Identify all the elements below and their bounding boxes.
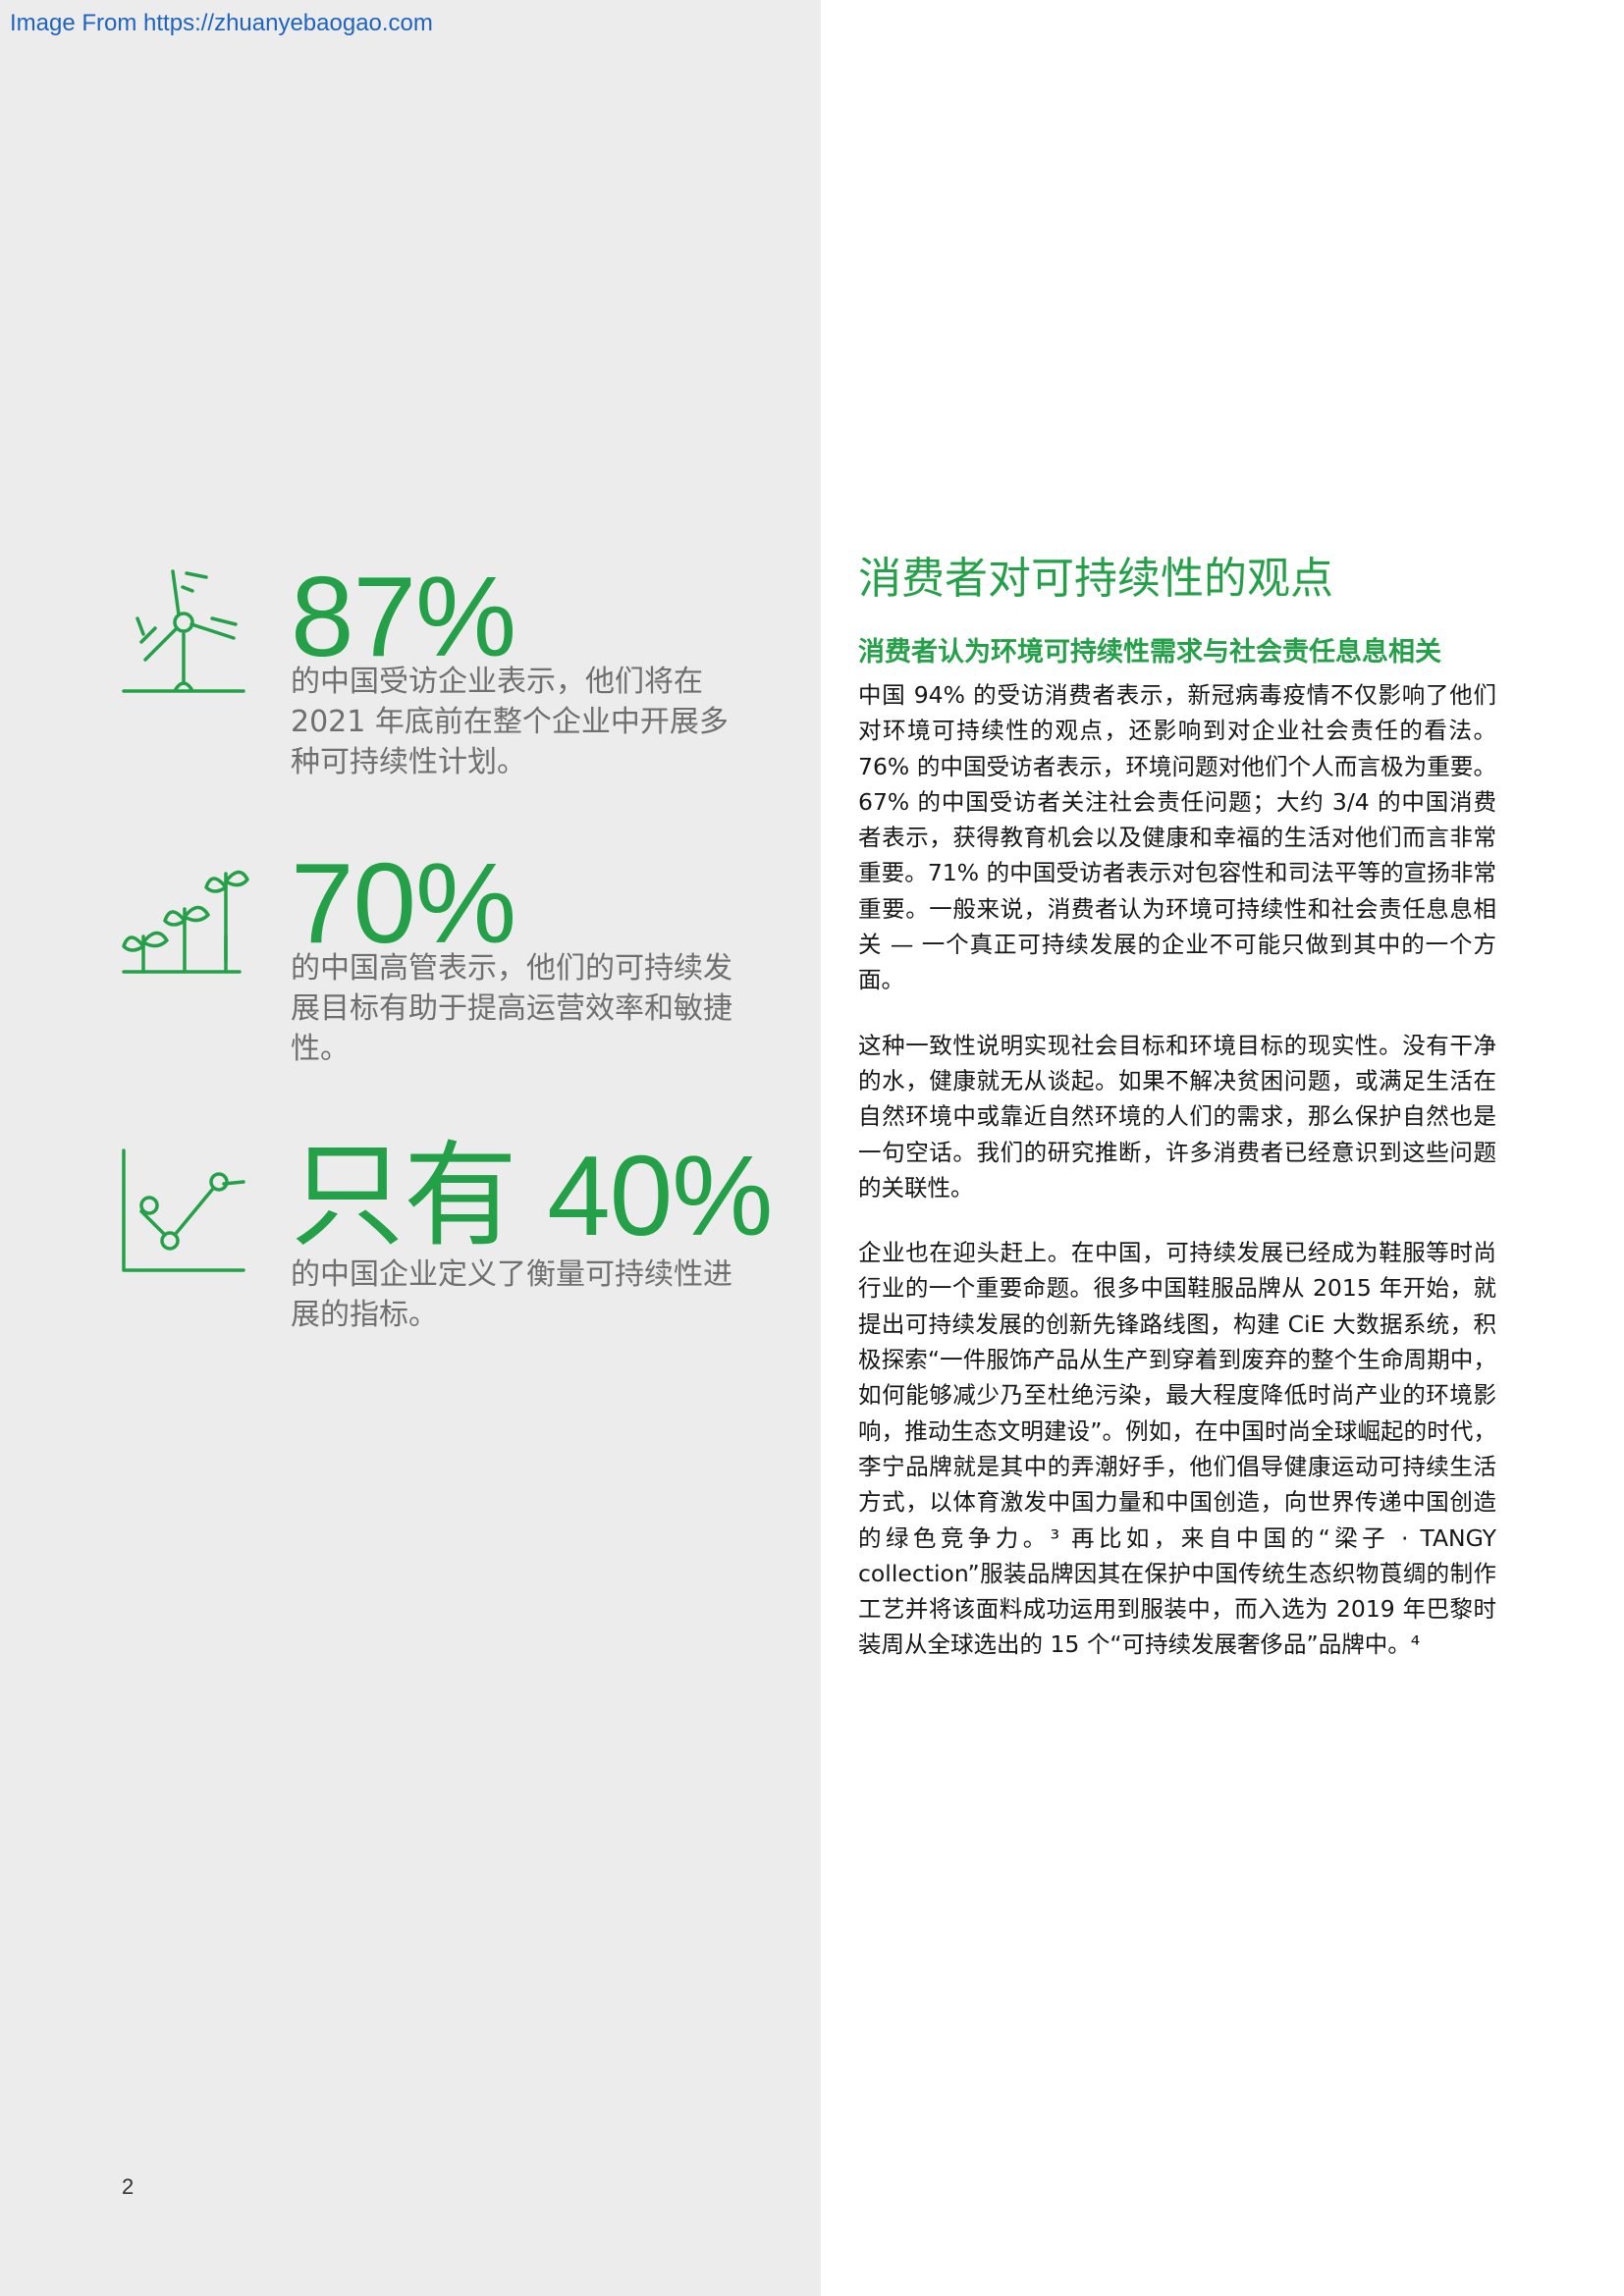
paragraph-2: 这种一致性说明实现社会目标和环境目标的现实性。没有干净的水，健康就无从谈起。如果… (858, 1031, 1496, 1201)
stat-text-1: 的中国受访企业表示，他们将在2021 年底前在整个企业中开展多种可持续性计划。 (291, 665, 729, 779)
paragraph-3: 企业也在迎头赶上。在中国，可持续发展已经成为鞋服等时尚行业的一个重要命题。很多中… (858, 1239, 1496, 1659)
stat-text-2: 的中国高管表示，他们的可持续发展目标有助于提高运营效率和敏捷性。 (291, 951, 732, 1066)
stat-text-3: 的中国企业定义了衡量可持续性进展的指标。 (291, 1257, 732, 1332)
stat-number-1: 87% (291, 553, 516, 680)
line-chart-icon (122, 1148, 249, 1276)
paragraph-1: 中国 94% 的受访消费者表示，新冠病毒疫情不仅影响了他们对环境可持续性的观点，… (858, 681, 1496, 994)
section-subtitle: 消费者认为环境可持续性需求与社会责任息息相关 (858, 637, 1441, 667)
stat-number-3: 只有 40% (291, 1132, 773, 1259)
wind-turbine-icon (122, 563, 249, 697)
left-panel (0, 0, 821, 2296)
stat-number-2: 70% (291, 839, 516, 967)
page-number: 2 (122, 2174, 135, 2199)
article: 消费者对可持续性的观点 消费者认为环境可持续性需求与社会责任息息相关 中国 94… (858, 550, 1496, 1692)
source-link[interactable]: Image From https://zhuanyebaogao.com (10, 10, 433, 36)
section-title: 消费者对可持续性的观点 (858, 554, 1333, 604)
plant-growth-icon (122, 852, 249, 980)
